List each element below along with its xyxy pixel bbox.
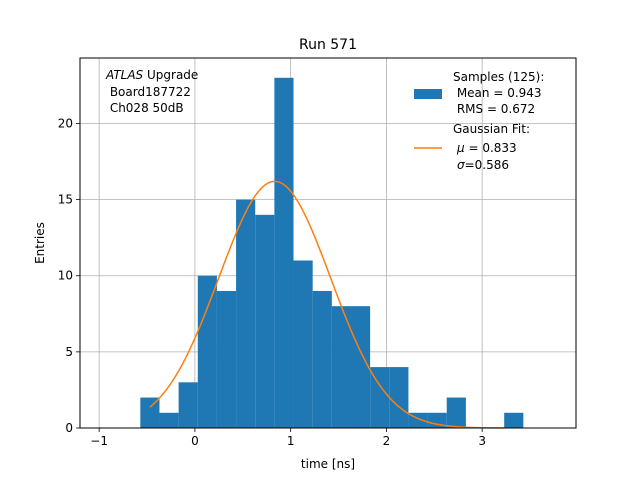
y-tick-label: 10 <box>58 269 73 283</box>
histogram-bar <box>216 290 237 428</box>
legend-sigma-value: =0.586 <box>465 158 509 172</box>
histogram-bar <box>331 306 351 428</box>
legend-mu-symbol: μ <box>456 141 465 155</box>
histogram-bar <box>255 214 275 428</box>
legend-samples-mean: Mean = 0.943 <box>453 86 542 100</box>
plot-frame <box>79 57 577 429</box>
y-tick-label: 20 <box>58 116 73 130</box>
histogram-bar <box>427 412 447 428</box>
annotation-board: Board187722 <box>106 85 191 99</box>
histogram-bar <box>140 397 160 428</box>
annotation-atlas: ATLAS <box>105 68 144 82</box>
x-tick-label: −1 <box>90 434 108 448</box>
annotation-upgrade: Upgrade <box>143 68 198 82</box>
histogram-bar <box>389 367 409 428</box>
histogram-bar <box>350 306 371 428</box>
fit-curve-group <box>149 180 505 429</box>
legend-samples-swatch <box>414 89 442 99</box>
annotation-line-1: ATLAS Upgrade <box>105 68 198 82</box>
x-tick-label: 2 <box>383 434 391 448</box>
histogram-bar <box>159 412 179 428</box>
x-tick-label: 1 <box>287 434 295 448</box>
legend: Samples (125): Mean = 0.943 RMS = 0.672 … <box>414 70 544 172</box>
atlas-annotation: ATLAS Upgrade Board187722 Ch028 50dB <box>105 68 198 115</box>
axis-ticks: −1 0 1 2 3 0 5 10 15 20 <box>58 116 486 448</box>
histogram-bar <box>178 382 198 428</box>
legend-fit-sigma: σ=0.586 <box>457 158 509 172</box>
y-tick-label: 0 <box>65 421 73 435</box>
histogram-bar <box>370 367 390 428</box>
legend-mu-value: = 0.833 <box>465 141 517 155</box>
histogram-bar <box>236 199 256 428</box>
histogram-bars <box>140 77 524 428</box>
histogram-bar <box>274 77 294 428</box>
histogram-bar <box>293 260 313 428</box>
x-axis-label: time [ns] <box>301 457 355 471</box>
legend-samples-rms: RMS = 0.672 <box>453 102 535 116</box>
legend-fit-mu: μ = 0.833 <box>456 141 517 155</box>
histogram-bar <box>312 290 332 428</box>
gaussian-fit-curve <box>149 180 505 429</box>
legend-sigma-symbol: σ <box>457 158 465 172</box>
legend-fit-title: Gaussian Fit: <box>453 122 530 136</box>
histogram-bar <box>446 397 466 428</box>
chart-title: Run 571 <box>299 37 357 53</box>
histogram-bar <box>504 412 524 428</box>
y-tick-label: 15 <box>58 193 73 207</box>
y-tick-label: 5 <box>65 345 73 359</box>
legend-samples-title: Samples (125): <box>453 70 544 84</box>
histogram-bar <box>197 275 217 428</box>
y-axis-label: Entries <box>33 222 47 264</box>
x-tick-label: 3 <box>478 434 486 448</box>
x-tick-label: 0 <box>191 434 199 448</box>
annotation-channel: Ch028 50dB <box>106 101 184 115</box>
